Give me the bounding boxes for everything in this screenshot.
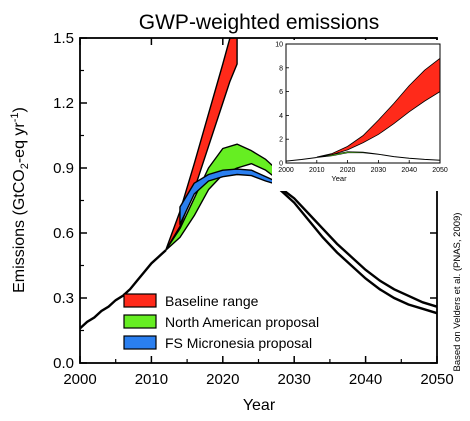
x-tick-label: 2040 [349, 371, 382, 388]
x-tick-label: 2000 [63, 371, 96, 388]
y-tick-label: 0.3 [53, 290, 74, 307]
legend-label-micronesia: FS Micronesia proposal [165, 335, 312, 351]
legend-swatch-north_american [123, 314, 157, 329]
y-axis-label-part: ) [11, 107, 28, 112]
inset-y-tick-label: 2 [279, 137, 283, 144]
inset-y-tick-label: 10 [275, 42, 283, 49]
decline-line-2 [279, 188, 437, 315]
y-axis-label-part: -eq yr [11, 122, 28, 164]
y-axis-label-subscript: 2 [19, 163, 31, 169]
legend-label-baseline: Baseline range [165, 293, 259, 309]
source-note: Based on Velders et al. (PNAS, 2009) [452, 213, 463, 372]
x-tick-label: 2030 [278, 371, 311, 388]
inset-y-tick-label: 6 [279, 89, 283, 96]
inset-chart: 2000 2010 2020 2030 2040 2050 0 2 4 6 8 10 Year [272, 40, 448, 191]
legend: Baseline range North American proposal FS … [123, 293, 319, 351]
inset-x-tick-label: 2000 [278, 167, 294, 174]
y-tick-label: 1.5 [53, 30, 74, 47]
history-line [80, 249, 167, 330]
inset-y-tick-label: 8 [279, 65, 283, 72]
y-axis-label-part: Emissions (GtCO [11, 169, 28, 293]
y-tick-label: 1.2 [53, 95, 74, 112]
y-tick-label: 0.9 [53, 160, 74, 177]
x-axis-label: Year [243, 397, 276, 414]
inset-background [272, 40, 448, 191]
inset-x-tick-label: 2020 [340, 167, 356, 174]
baseline-band [164, 38, 238, 252]
x-tick-label: 2010 [135, 371, 168, 388]
decline-line-1 [279, 186, 437, 308]
inset-x-tick-label: 2030 [371, 167, 387, 174]
plot-area [80, 38, 437, 330]
inset-history-line [285, 157, 317, 162]
legend-swatch-baseline [123, 293, 157, 308]
inset-y-tick-label: 4 [279, 113, 283, 120]
inset-frame [285, 43, 441, 164]
y-tick-label: 0.0 [53, 355, 74, 372]
chart-title: GWP-weighted emissions [139, 11, 379, 34]
y-axis-label: Emissions (GtCO2-eq yr-1) [9, 107, 31, 293]
y-tick-label: 0.6 [53, 225, 74, 242]
inset-x-axis-label: Year [331, 174, 347, 183]
inset-x-tick-label: 2050 [432, 167, 448, 174]
legend-label-north_american: North American proposal [165, 314, 319, 330]
inset-y-tick-label: 0 [279, 161, 283, 168]
x-tick-label: 2050 [420, 371, 453, 388]
legend-swatch-micronesia [123, 335, 157, 350]
inset-x-tick-label: 2010 [309, 167, 325, 174]
y-axis-label-superscript: -1 [9, 112, 21, 122]
x-tick-label: 2020 [206, 371, 239, 388]
inset-x-tick-label: 2040 [401, 167, 417, 174]
